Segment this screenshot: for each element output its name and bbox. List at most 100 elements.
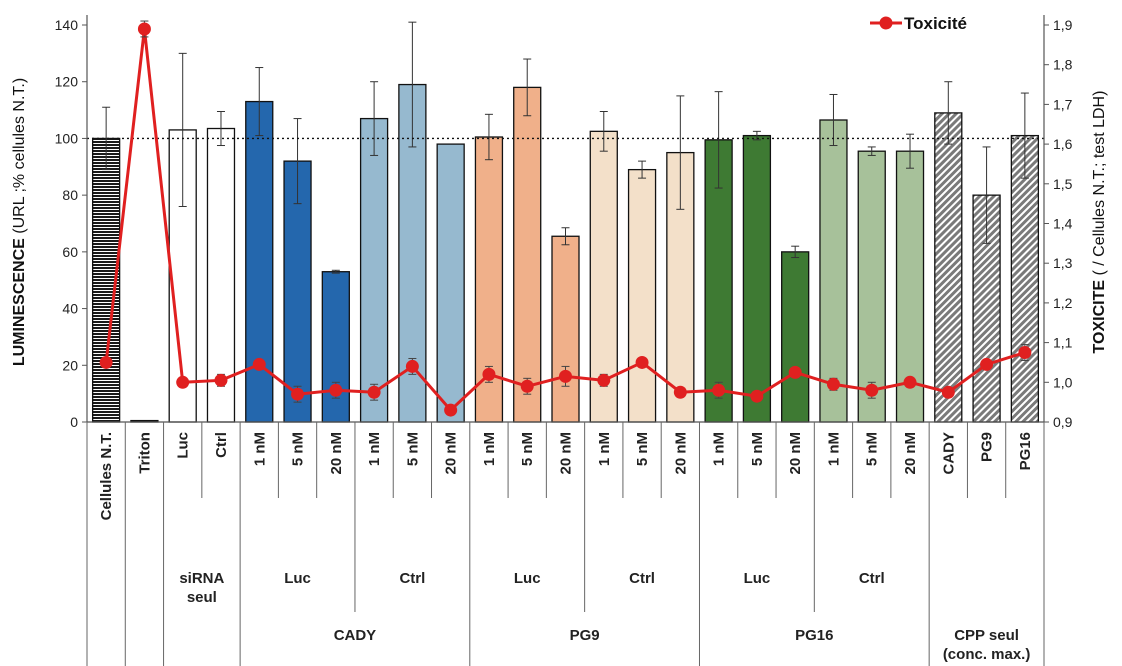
category-label: 20 nM xyxy=(328,432,345,475)
category-label: 1 nM xyxy=(711,432,728,466)
bar xyxy=(436,143,465,423)
y2-axis-label: TOXICITE ( / Cellules N.T.; test LDH) xyxy=(1091,91,1108,354)
bar xyxy=(934,112,963,423)
y-tick-label: 60 xyxy=(62,244,78,260)
y-tick-label: 0 xyxy=(70,414,78,430)
bar xyxy=(627,168,657,423)
category-label: CADY xyxy=(940,432,957,475)
group-label: Luc xyxy=(284,570,311,587)
category-label: 5 nM xyxy=(404,432,421,466)
legend: Toxicité xyxy=(870,14,967,33)
group-label: Ctrl xyxy=(859,570,885,587)
error-bar xyxy=(178,52,187,207)
error-bar xyxy=(1020,92,1029,179)
toxicity-point xyxy=(826,377,840,391)
category-label: PG9 xyxy=(979,432,996,462)
y2-tick-label: 1,6 xyxy=(1053,136,1073,152)
toxicity-point xyxy=(444,403,458,417)
error-bar xyxy=(523,58,532,117)
toxicity-point xyxy=(1018,346,1032,360)
toxicity-point xyxy=(750,389,764,403)
group-label: siRNA seul xyxy=(179,570,224,606)
error-bar xyxy=(944,81,953,145)
error-bar xyxy=(102,106,111,171)
category-label: Luc xyxy=(175,432,192,459)
y2-tick-label: 1,5 xyxy=(1053,176,1073,192)
group-label: CADY xyxy=(334,627,377,644)
category-label: 20 nM xyxy=(443,432,460,475)
category-label: 5 nM xyxy=(519,432,536,466)
error-bar xyxy=(255,67,264,137)
error-bar xyxy=(331,269,340,274)
toxicity-point xyxy=(367,385,381,399)
axes-layer: 0 20 40 60 80 100 120 140 0,9 1,0 1,1 1,2 1,3 1,4 1,5 1… xyxy=(55,15,1073,430)
category-label: Cellules N.T. xyxy=(98,432,115,520)
y2-tick-label: 1,3 xyxy=(1053,255,1073,271)
group-label: Luc xyxy=(744,570,771,587)
category-labels: Cellules N.T. Triton Luc Ctrl 1 nM 5 nM 20 nM 1… xyxy=(86,422,1045,666)
category-label: 1 nM xyxy=(251,432,268,466)
toxicity-point xyxy=(252,357,266,371)
y2-tick-label: 1,9 xyxy=(1053,17,1073,33)
y2-axis-label-bold: TOXICITE xyxy=(1091,280,1108,354)
bar xyxy=(857,150,886,423)
error-bar xyxy=(714,91,723,189)
toxicity-point xyxy=(482,367,496,381)
error-bar xyxy=(638,160,647,179)
toxicity-point xyxy=(788,365,802,379)
bar xyxy=(359,117,389,423)
group-label: Ctrl xyxy=(629,570,655,587)
y-tick-label: 120 xyxy=(55,74,79,90)
error-bar xyxy=(752,130,761,141)
toxicity-point xyxy=(980,357,994,371)
category-label: 5 nM xyxy=(749,432,766,466)
category-label: 5 nM xyxy=(864,432,881,466)
y-tick-label: 40 xyxy=(62,301,78,317)
category-label: 5 nM xyxy=(634,432,651,466)
y-tick-label: 20 xyxy=(62,357,78,373)
y2-tick-label: 1,7 xyxy=(1053,96,1073,112)
bar xyxy=(742,134,772,423)
toxicity-point xyxy=(214,373,228,387)
toxicity-point xyxy=(520,379,534,393)
y2-tick-label: 1,8 xyxy=(1053,57,1073,73)
error-bar xyxy=(370,81,379,156)
toxicity-point xyxy=(405,359,419,373)
toxicity-layer xyxy=(99,20,1032,417)
error-bar xyxy=(829,93,838,147)
category-label: 1 nM xyxy=(596,432,613,466)
toxicity-point xyxy=(99,355,113,369)
category-label: 5 nM xyxy=(290,432,307,466)
group-label: CPP seul (conc. max.) xyxy=(943,627,1031,663)
error-bar xyxy=(216,110,225,147)
toxicity-point xyxy=(597,373,611,387)
category-label: 20 nM xyxy=(902,432,919,475)
toxicity-point xyxy=(329,383,343,397)
category-label: Ctrl xyxy=(213,432,230,458)
group-label: PG9 xyxy=(570,627,600,644)
bar xyxy=(781,251,810,423)
error-bar xyxy=(906,133,915,169)
y2-axis-label-rest: ( / Cellules N.T.; test LDH) xyxy=(1091,91,1108,280)
error-bar xyxy=(408,21,417,148)
y-tick-label: 140 xyxy=(55,17,79,33)
bar xyxy=(551,235,580,423)
category-label: PG16 xyxy=(1017,432,1034,470)
y-axis-label-rest: (URL ;% cellules N.T.) xyxy=(11,78,28,238)
category-label: Triton xyxy=(136,432,153,474)
group-labels: siRNA seul Luc Ctrl Luc Ctrl Luc Ctrl CADY PG9 PG1… xyxy=(179,570,1030,663)
category-label: 1 nM xyxy=(825,432,842,466)
category-label: 20 nM xyxy=(787,432,804,475)
toxicity-point xyxy=(673,385,687,399)
y-tick-label: 100 xyxy=(55,130,79,146)
y2-tick-label: 0,9 xyxy=(1053,414,1073,430)
error-bar xyxy=(293,118,302,205)
toxicity-point xyxy=(941,385,955,399)
bar xyxy=(245,100,274,423)
error-bar xyxy=(867,146,876,156)
group-label: Luc xyxy=(514,570,541,587)
bars-layer xyxy=(91,21,1040,423)
error-bar xyxy=(599,110,608,152)
toxicity-point xyxy=(176,375,190,389)
